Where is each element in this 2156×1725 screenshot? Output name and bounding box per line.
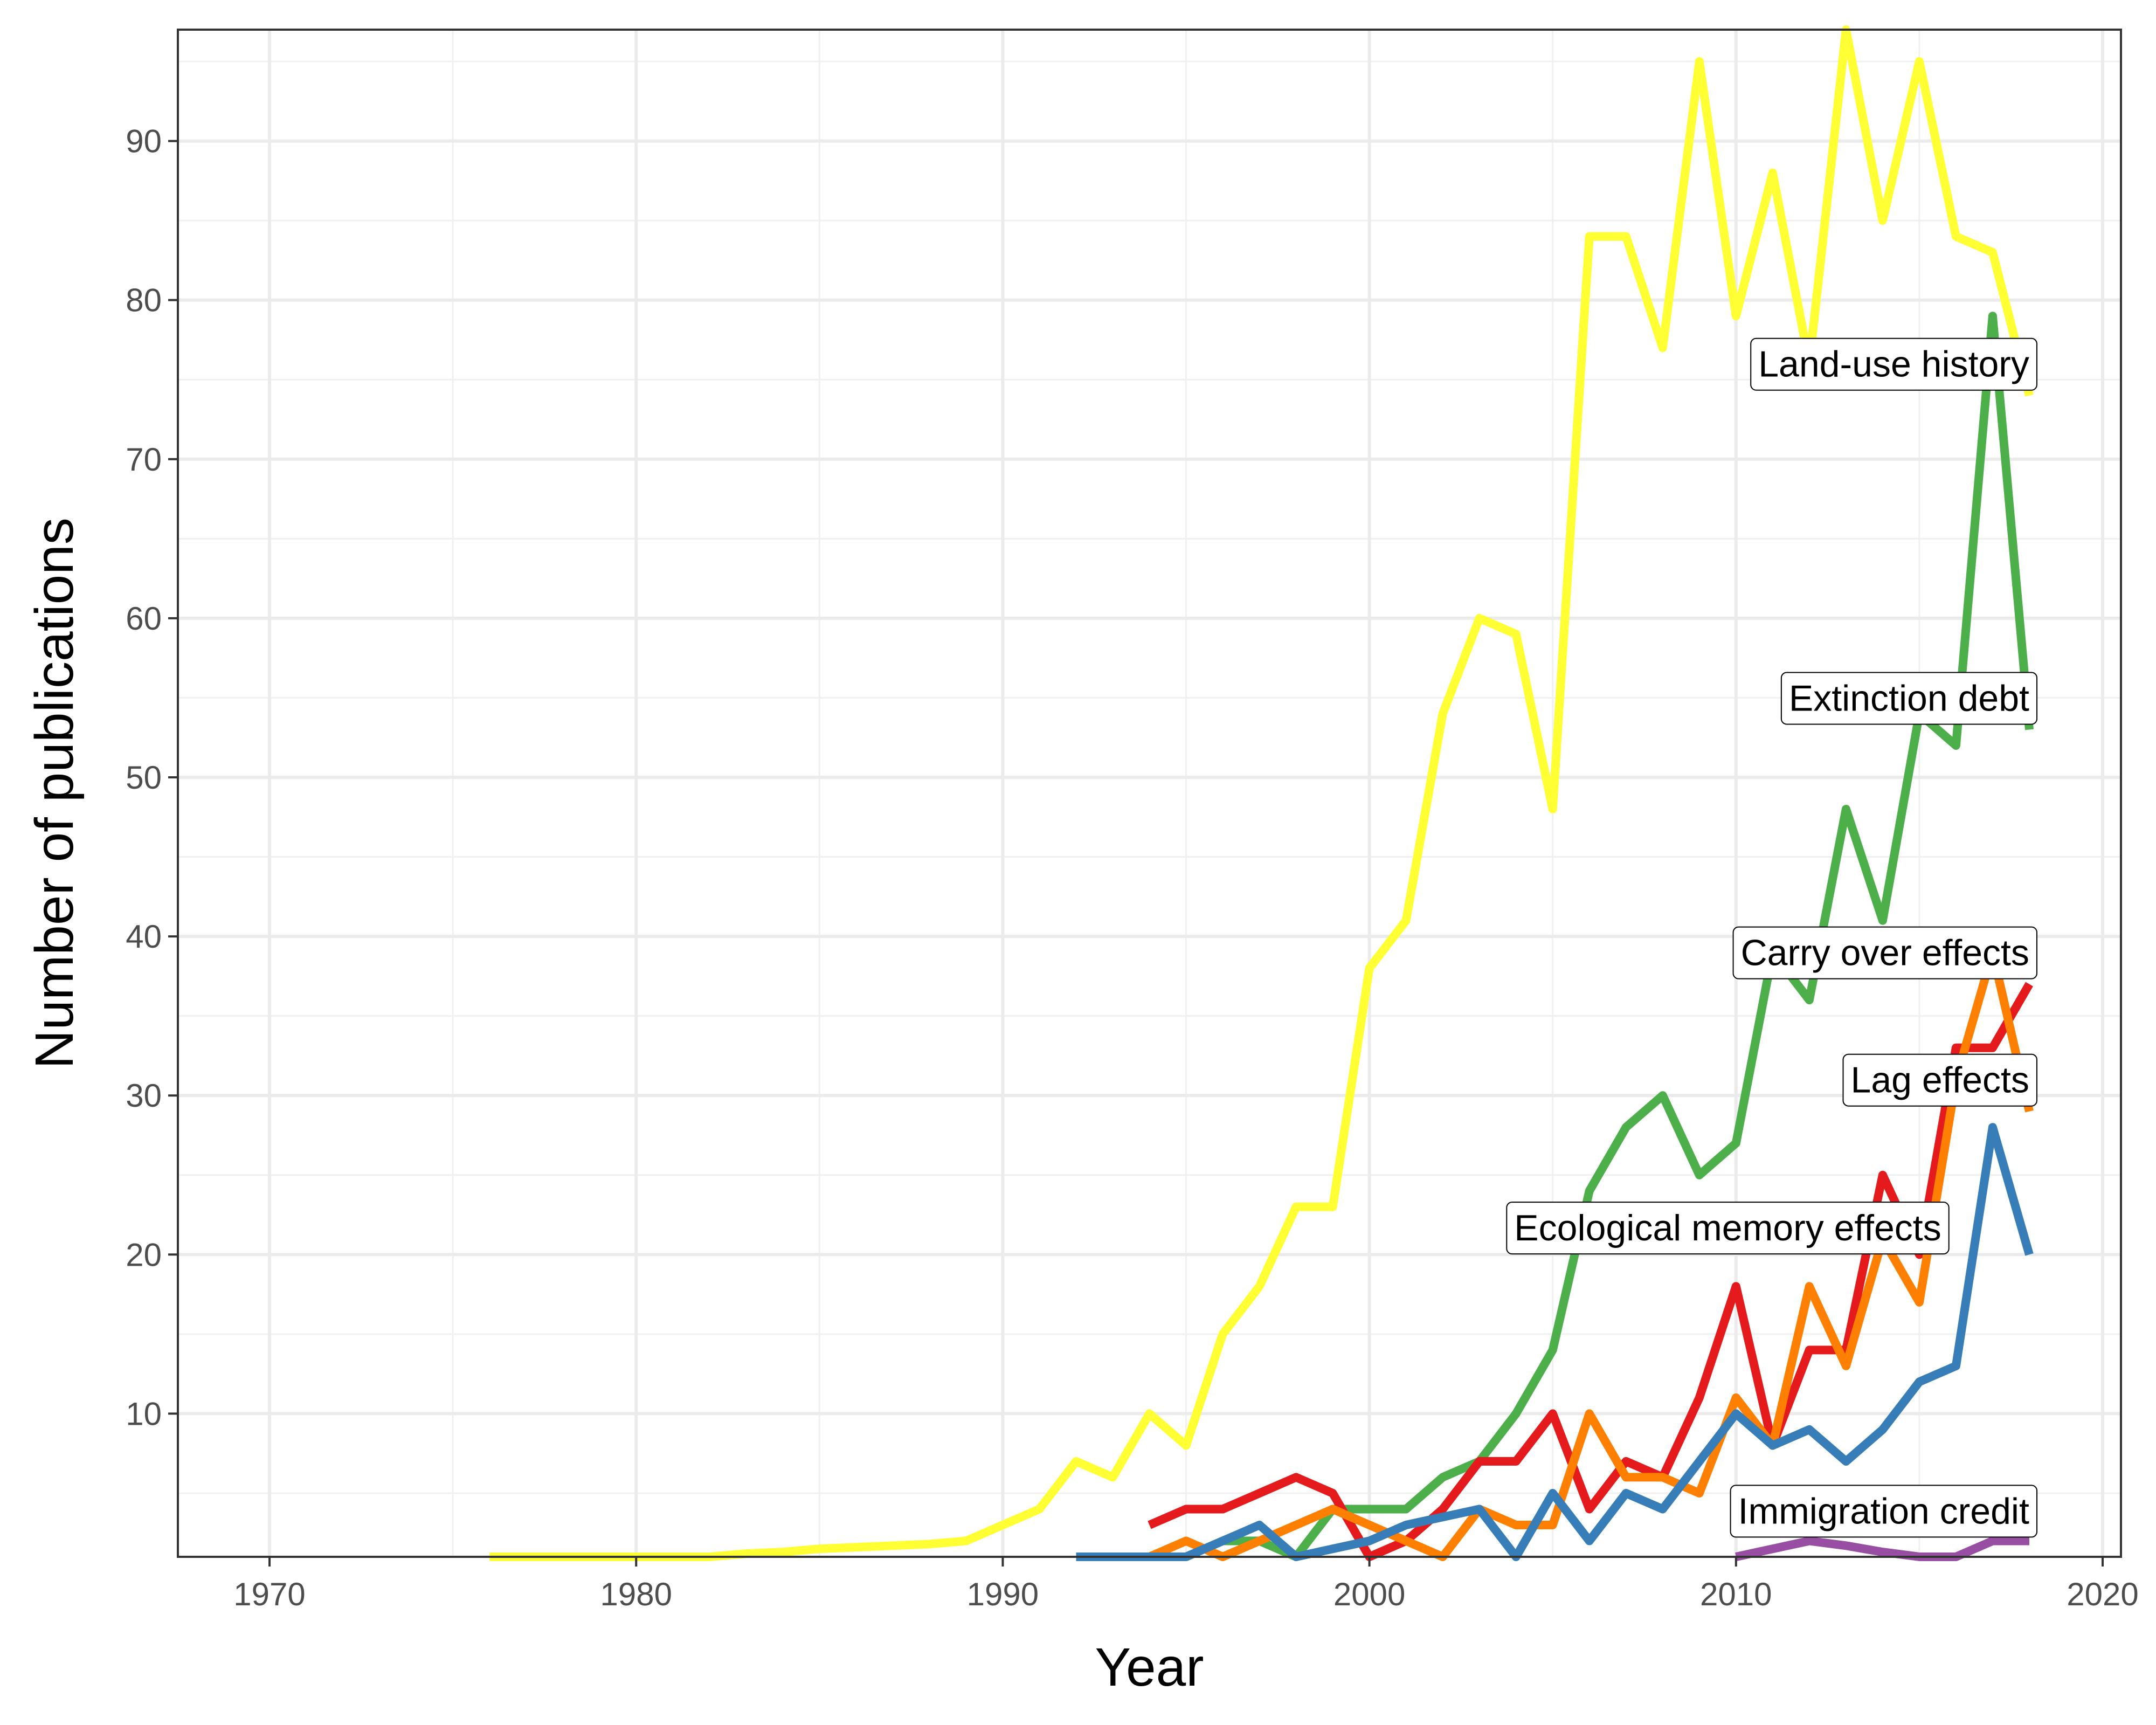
series-label: Immigration credit <box>1730 1485 2038 1538</box>
series-label-text: Lag effects <box>1851 1060 2029 1101</box>
series-line-ecological-memory-effects <box>1076 1123 2034 1561</box>
series-label: Extinction debt <box>1780 672 2038 725</box>
plot-border <box>177 29 2122 1558</box>
series-line-lag-effects <box>1112 948 2034 1561</box>
series-lines <box>489 25 2034 1561</box>
series-label-box <box>1730 1485 2038 1538</box>
x-tick-label: 2010 <box>1700 1576 1772 1612</box>
series-label: Carry over effects <box>1732 926 2037 979</box>
series-label-text: Immigration credit <box>1738 1491 2029 1531</box>
y-tick-label: 80 <box>126 282 162 319</box>
y-tick-label: 70 <box>126 441 162 478</box>
series-label-box <box>1842 1053 2037 1107</box>
x-tick-label: 1970 <box>233 1576 305 1612</box>
series-line-immigration-credit <box>1735 1536 2029 1561</box>
series-label-text: Carry over effects <box>1741 933 2029 974</box>
series-label-box <box>1780 672 2038 725</box>
y-tick-label: 60 <box>126 601 162 637</box>
series-label-text: Ecological memory effects <box>1514 1208 1941 1248</box>
series-line-land-use-history <box>489 25 2034 1561</box>
y-tick-label: 30 <box>126 1078 162 1114</box>
series-label-box <box>1750 337 2037 391</box>
y-tick-label: 50 <box>126 760 162 796</box>
series-label-text: Land-use history <box>1758 344 2029 385</box>
series-label-box <box>1506 1202 1950 1255</box>
x-axis-ticks: 1970 1980 1990 2000 2010 2020 <box>233 1557 2139 1612</box>
x-axis-title: Year <box>1095 1637 1204 1698</box>
series-label: Lag effects <box>1842 1053 2037 1107</box>
x-tick-label: 1990 <box>967 1576 1039 1612</box>
y-tick-label: 40 <box>126 919 162 955</box>
x-tick-label: 2000 <box>1333 1576 1405 1612</box>
series-labels: Land-use history Extinction debt Carry ove… <box>1506 337 2038 1538</box>
y-tick-label: 20 <box>126 1237 162 1273</box>
series-label-text: Extinction debt <box>1789 678 2029 719</box>
series-line-extinction-debt <box>1184 312 2034 1561</box>
y-axis-ticks: 10 20 30 40 50 60 70 80 90 <box>126 123 178 1432</box>
y-tick-label: 90 <box>126 123 162 160</box>
x-tick-label: 2020 <box>2067 1576 2138 1612</box>
y-axis-title: Number of publications <box>24 518 85 1069</box>
x-tick-label: 1980 <box>600 1576 672 1612</box>
series-line-carry-over-effects <box>1148 982 2033 1561</box>
series-label: Land-use history <box>1750 337 2037 391</box>
series-label: Ecological memory effects <box>1506 1202 1950 1255</box>
series-label-box <box>1732 926 2037 979</box>
y-tick-label: 10 <box>126 1396 162 1432</box>
